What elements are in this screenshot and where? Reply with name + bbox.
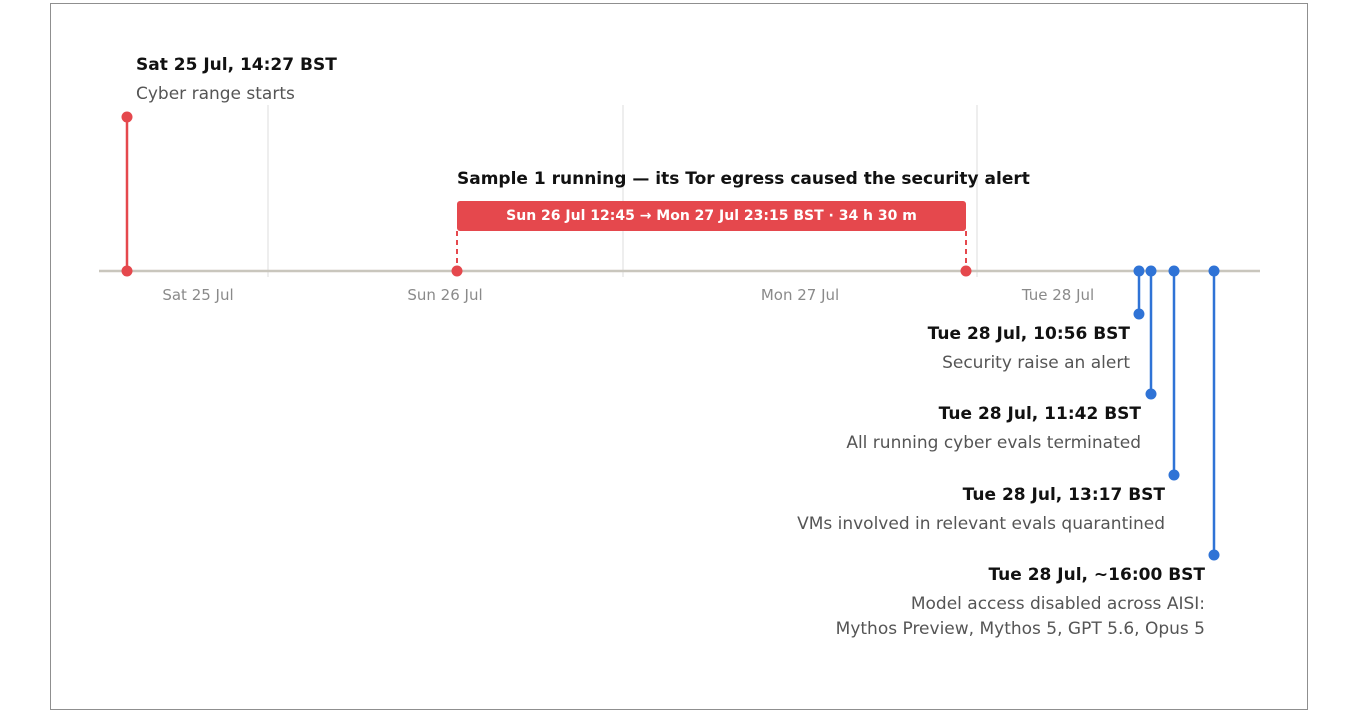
span-end-marker bbox=[960, 265, 972, 277]
sample-span-title: Sample 1 running — its Tor egress caused… bbox=[457, 169, 1030, 189]
access-disabled-models: Mythos Preview, Mythos 5, GPT 5.6, Opus … bbox=[835, 619, 1205, 639]
range-start-top-marker bbox=[121, 111, 133, 123]
range-start-description: Cyber range starts bbox=[136, 84, 295, 104]
terminated-annotation: Tue 28 Jul, 11:42 BST All running cyber … bbox=[846, 406, 1141, 456]
access-disabled-annotation: Tue 28 Jul, ~16:00 BST Model access disa… bbox=[836, 567, 1205, 642]
terminated-description: All running cyber evals terminated bbox=[846, 433, 1141, 453]
quarantined-axis-marker bbox=[1168, 265, 1180, 277]
terminated-time: Tue 28 Jul, 11:42 BST bbox=[938, 404, 1141, 424]
alert-description: Security raise an alert bbox=[942, 353, 1130, 373]
access-disabled-end-marker bbox=[1208, 549, 1220, 561]
sample-span-bar: Sun 26 Jul 12:45 → Mon 27 Jul 23:15 BST … bbox=[457, 201, 966, 231]
access-disabled-description: Model access disabled across AISI: bbox=[910, 594, 1205, 614]
span-start-marker bbox=[451, 265, 463, 277]
quarantined-end-marker bbox=[1168, 469, 1180, 481]
alert-annotation: Tue 28 Jul, 10:56 BST Security raise an … bbox=[928, 326, 1130, 376]
access-disabled-time: Tue 28 Jul, ~16:00 BST bbox=[988, 565, 1205, 585]
quarantined-annotation: Tue 28 Jul, 13:17 BST VMs involved in re… bbox=[797, 487, 1165, 537]
alert-time: Tue 28 Jul, 10:56 BST bbox=[927, 324, 1130, 344]
access-disabled-axis-marker bbox=[1208, 265, 1220, 277]
alert-end-marker bbox=[1133, 308, 1145, 320]
tick-label-sun: Sun 26 Jul bbox=[407, 286, 483, 304]
range-start-time: Sat 25 Jul, 14:27 BST bbox=[136, 55, 337, 75]
tick-label-tue: Tue 28 Jul bbox=[1021, 286, 1095, 304]
quarantined-time: Tue 28 Jul, 13:17 BST bbox=[962, 485, 1165, 505]
range-start-axis-marker bbox=[121, 265, 133, 277]
tick-label-sat: Sat 25 Jul bbox=[162, 286, 234, 304]
alert-axis-marker bbox=[1133, 265, 1145, 277]
quarantined-description: VMs involved in relevant evals quarantin… bbox=[797, 514, 1165, 534]
tick-label-mon: Mon 27 Jul bbox=[760, 286, 840, 304]
figure-frame bbox=[50, 3, 1308, 710]
sample-span-label: Sun 26 Jul 12:45 → Mon 27 Jul 23:15 BST … bbox=[506, 208, 917, 224]
terminated-end-marker bbox=[1145, 388, 1157, 400]
terminated-axis-marker bbox=[1145, 265, 1157, 277]
range-start-annotation: Sat 25 Jul, 14:27 BST Cyber range starts bbox=[136, 57, 337, 107]
